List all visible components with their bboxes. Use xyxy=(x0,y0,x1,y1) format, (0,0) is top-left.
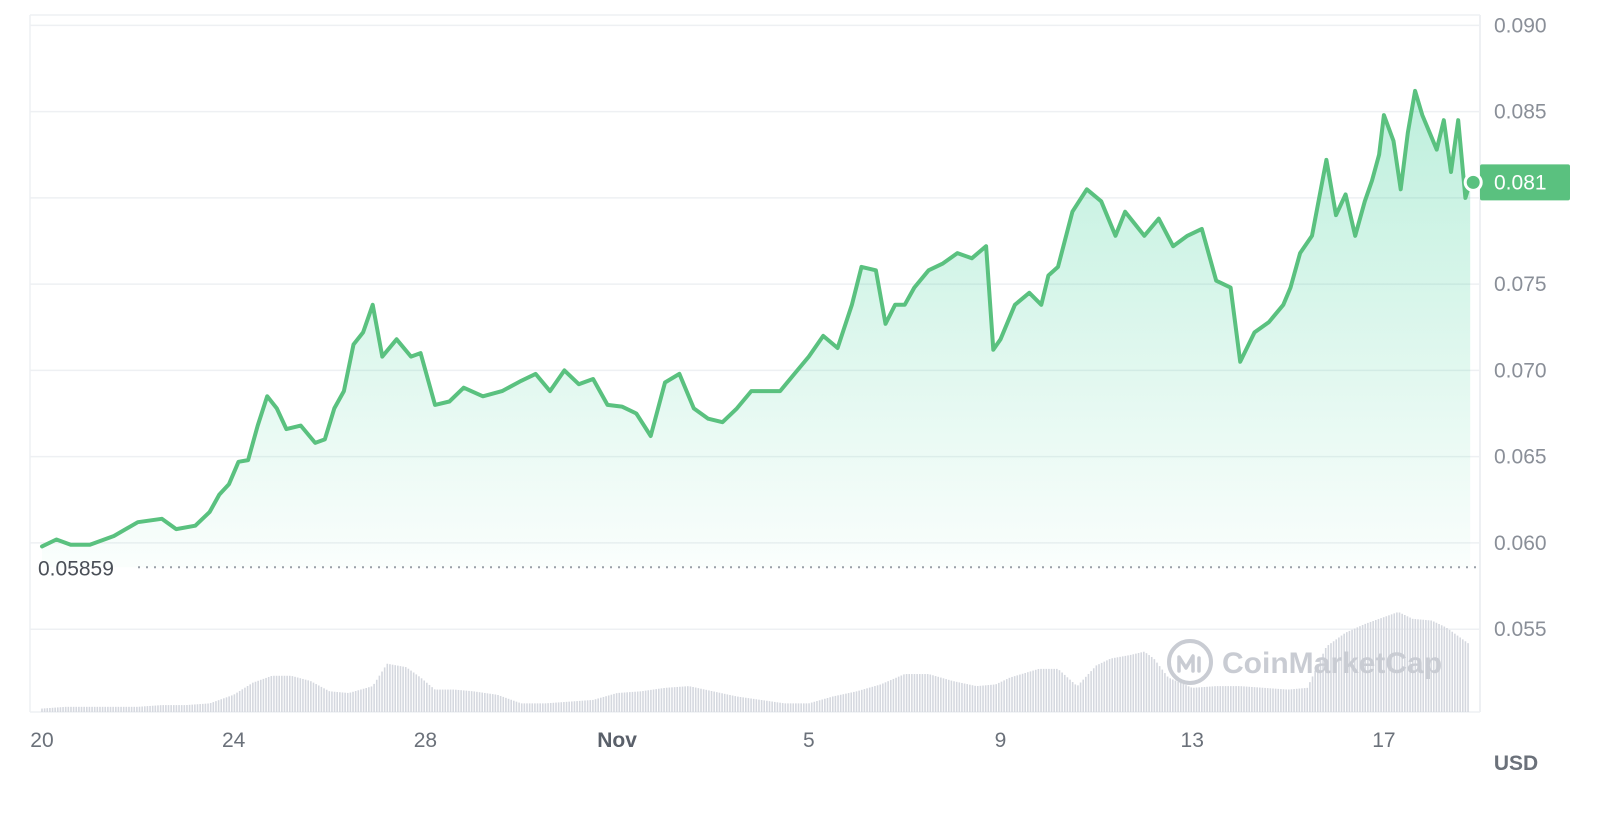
watermark-text: CoinMarketCap xyxy=(1222,647,1442,680)
y-tick-label: 0.060 xyxy=(1494,532,1547,555)
y-tick-label: 0.070 xyxy=(1494,359,1547,382)
current-price-badge-bg xyxy=(1480,164,1570,201)
x-tick-label: 17 xyxy=(1372,729,1395,752)
x-tick-label: 28 xyxy=(414,729,437,752)
current-price-badge: 0.081 xyxy=(1480,164,1570,201)
price-line xyxy=(40,88,1473,549)
y-axis-ticks: 0.090 0.085 0.075 0.070 0.065 0.060 0.055 xyxy=(1494,14,1547,641)
y-tick-label: 0.055 xyxy=(1494,618,1547,641)
x-tick-label: 13 xyxy=(1181,729,1204,752)
current-price-dot xyxy=(1463,172,1483,192)
y-tick-label: 0.090 xyxy=(1494,14,1547,37)
y-tick-label: 0.085 xyxy=(1494,101,1547,124)
x-tick-label: 24 xyxy=(222,729,246,752)
current-price-label: 0.081 xyxy=(1494,171,1547,194)
price-area xyxy=(42,90,1471,568)
y-tick-label: 0.065 xyxy=(1494,446,1547,469)
volume-series xyxy=(41,612,1469,712)
x-tick-label: 9 xyxy=(995,729,1007,752)
x-tick-label: 20 xyxy=(30,729,53,752)
x-tick-label: Nov xyxy=(597,729,637,752)
y-tick-label: 0.075 xyxy=(1494,273,1547,296)
x-axis-ticks: 20 24 28 Nov 5 9 13 17 xyxy=(30,729,1395,752)
currency-unit-label: USD xyxy=(1494,752,1538,775)
watermark: CoinMarketCap xyxy=(1167,639,1442,685)
open-price-label: 0.05859 xyxy=(38,557,114,580)
x-tick-label: 5 xyxy=(803,729,815,752)
coinmarketcap-logo-icon xyxy=(1167,639,1213,685)
